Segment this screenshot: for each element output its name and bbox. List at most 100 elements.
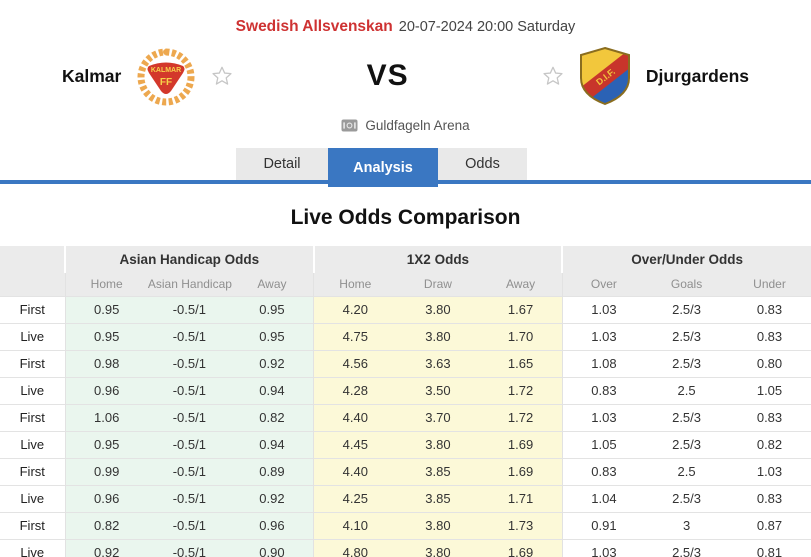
odds-cell: 0.98 bbox=[64, 349, 148, 377]
odds-cell: -0.5/1 bbox=[147, 511, 231, 539]
odds-cell: 4.20 bbox=[313, 295, 397, 323]
table-row: First 0.98 -0.5/1 0.92 4.56 3.63 1.65 1.08 2.5/3… bbox=[0, 349, 811, 377]
odds-cell: 2.5/3 bbox=[645, 295, 728, 323]
odds-cell: 1.03 bbox=[728, 457, 811, 485]
odds-cell: 1.72 bbox=[479, 376, 563, 404]
odds-cell: 1.69 bbox=[479, 538, 563, 557]
odds-cell: 0.91 bbox=[561, 511, 646, 539]
vs-label: VS bbox=[366, 59, 409, 92]
row-type-label: First bbox=[0, 403, 65, 431]
league-name: Swedish Allsvenskan bbox=[235, 18, 393, 35]
tab-detail[interactable]: Detail bbox=[236, 148, 328, 180]
odds-cell: 1.70 bbox=[479, 322, 563, 350]
odds-cell: 0.82 bbox=[64, 511, 148, 539]
row-type-label: First bbox=[0, 457, 65, 485]
odds-cell: 3.85 bbox=[396, 484, 480, 512]
odds-cell: 3.80 bbox=[396, 322, 480, 350]
odds-cell: 0.82 bbox=[728, 430, 811, 458]
corner-cell bbox=[0, 273, 65, 296]
odds-cell: 0.95 bbox=[64, 322, 148, 350]
odds-cell: 1.72 bbox=[479, 403, 563, 431]
table-row: Live 0.96 -0.5/1 0.94 4.28 3.50 1.72 0.83 2.5 1.0… bbox=[0, 376, 811, 404]
odds-cell: 0.99 bbox=[64, 457, 148, 485]
odds-cell: 0.95 bbox=[230, 295, 314, 323]
odds-cell: 2.5/3 bbox=[645, 322, 728, 350]
odds-cell: 4.40 bbox=[313, 403, 397, 431]
odds-cell: 0.92 bbox=[64, 538, 148, 557]
home-team-badge: KALMAR FF bbox=[137, 48, 195, 106]
row-type-label: First bbox=[0, 349, 65, 377]
odds-cell: 1.03 bbox=[561, 403, 646, 431]
odds-cell: 2.5/3 bbox=[645, 403, 728, 431]
odds-cell: 0.83 bbox=[728, 295, 811, 323]
odds-cell: 0.82 bbox=[230, 403, 314, 431]
odds-cell: 2.5 bbox=[645, 457, 728, 485]
odds-cell: 1.05 bbox=[728, 376, 811, 404]
odds-cell: -0.5/1 bbox=[147, 538, 231, 557]
row-type-label: Live bbox=[0, 430, 65, 458]
home-team-name: Kalmar bbox=[62, 65, 122, 86]
col-header: Home bbox=[64, 273, 148, 296]
row-type-label: First bbox=[0, 511, 65, 539]
svg-text:FF: FF bbox=[160, 77, 172, 88]
away-team-badge: D.I.F. bbox=[579, 46, 630, 106]
odds-cell: -0.5/1 bbox=[147, 484, 231, 512]
row-type-label: Live bbox=[0, 322, 65, 350]
odds-cell: 2.5/3 bbox=[645, 484, 728, 512]
odds-cell: -0.5/1 bbox=[147, 322, 231, 350]
col-header: Over bbox=[561, 273, 646, 296]
tab-odds[interactable]: Odds bbox=[438, 148, 527, 180]
odds-cell: 0.96 bbox=[64, 376, 148, 404]
tabs: Detail Analysis Odds bbox=[0, 148, 811, 187]
odds-cell: 0.95 bbox=[230, 322, 314, 350]
table-row: Live 0.92 -0.5/1 0.90 4.80 3.80 1.69 1.03 2.5/3 0… bbox=[0, 538, 811, 557]
odds-cell: 4.45 bbox=[313, 430, 397, 458]
away-favorite-star-icon[interactable] bbox=[542, 65, 564, 87]
table-row: Live 0.96 -0.5/1 0.92 4.25 3.85 1.71 1.04 2.5/3 0… bbox=[0, 484, 811, 512]
odds-cell: 3 bbox=[645, 511, 728, 539]
odds-cell: 2.5 bbox=[645, 376, 728, 404]
odds-cell: 4.25 bbox=[313, 484, 397, 512]
odds-cell: 2.5/3 bbox=[645, 538, 728, 557]
kickoff-datetime: 20-07-2024 20:00 Saturday bbox=[398, 19, 576, 35]
odds-cell: 1.03 bbox=[561, 538, 646, 557]
odds-cell: 0.83 bbox=[728, 484, 811, 512]
odds-cell: 0.81 bbox=[728, 538, 811, 557]
odds-cell: 3.80 bbox=[396, 430, 480, 458]
venue-name: Guldfageln Arena bbox=[365, 118, 470, 133]
odds-cell: 4.28 bbox=[313, 376, 397, 404]
table-group-header-row: Asian Handicap Odds 1X2 Odds Over/Under … bbox=[0, 246, 811, 273]
stadium-icon bbox=[341, 119, 358, 132]
odds-cell: 0.87 bbox=[728, 511, 811, 539]
odds-cell: 3.63 bbox=[396, 349, 480, 377]
odds-cell: -0.5/1 bbox=[147, 349, 231, 377]
odds-cell: 0.80 bbox=[728, 349, 811, 377]
odds-cell: 1.71 bbox=[479, 484, 563, 512]
tab-analysis[interactable]: Analysis bbox=[328, 148, 438, 187]
row-type-label: First bbox=[0, 295, 65, 323]
match-meta: Swedish Allsvenskan 20-07-2024 20:00 Satu… bbox=[0, 0, 811, 36]
table-row: Live 0.95 -0.5/1 0.94 4.45 3.80 1.69 1.05 2.5/3 0… bbox=[0, 430, 811, 458]
odds-cell: 1.69 bbox=[479, 430, 563, 458]
col-header: Draw bbox=[396, 273, 480, 296]
odds-cell: 0.92 bbox=[230, 484, 314, 512]
odds-cell: 4.80 bbox=[313, 538, 397, 557]
odds-cell: 1.05 bbox=[561, 430, 646, 458]
odds-cell: 3.85 bbox=[396, 457, 480, 485]
away-team-name: Djurgardens bbox=[645, 65, 749, 86]
odds-cell: 2.5/3 bbox=[645, 349, 728, 377]
venue-line: Guldfageln Arena bbox=[0, 118, 811, 133]
table-row: First 0.99 -0.5/1 0.89 4.40 3.85 1.69 0.83 2.5 1.… bbox=[0, 457, 811, 485]
odds-cell: 3.80 bbox=[396, 538, 480, 557]
row-type-label: Live bbox=[0, 376, 65, 404]
odds-cell: 0.83 bbox=[728, 322, 811, 350]
odds-cell: 0.96 bbox=[64, 484, 148, 512]
odds-cell: 1.03 bbox=[561, 295, 646, 323]
table-sub-header-row: Home Asian Handicap Away Home Draw Away … bbox=[0, 273, 811, 296]
home-favorite-star-icon[interactable] bbox=[211, 65, 233, 87]
odds-cell: 4.75 bbox=[313, 322, 397, 350]
row-type-label: Live bbox=[0, 538, 65, 557]
odds-cell: 0.95 bbox=[64, 430, 148, 458]
odds-cell: 3.80 bbox=[396, 511, 480, 539]
